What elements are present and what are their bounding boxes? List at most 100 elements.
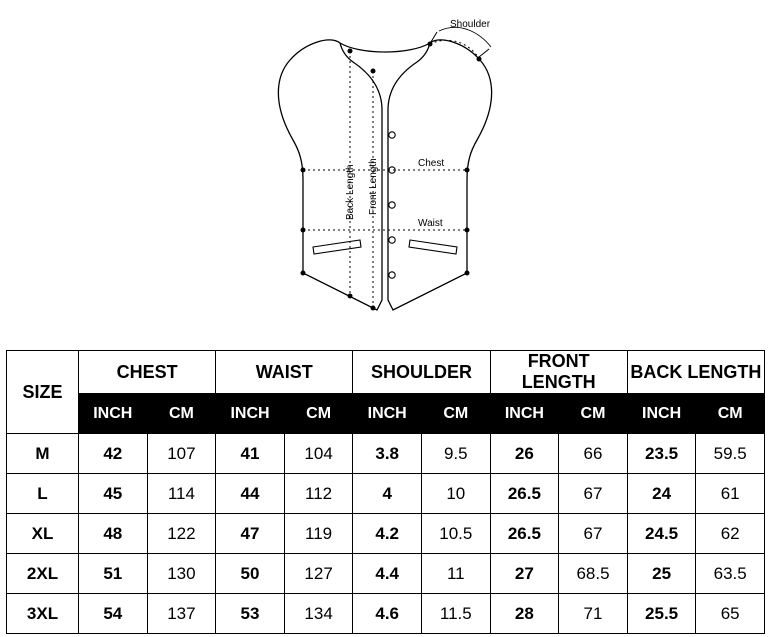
cell-cm: 11 (421, 554, 490, 594)
cell-inch: 26.5 (490, 474, 559, 514)
label-front-length: Front Length (368, 158, 379, 215)
shoulder-dot-a (428, 42, 433, 47)
cell-inch: 25.5 (627, 594, 696, 634)
cell-inch: 4.6 (353, 594, 422, 634)
cell-cm: 67 (559, 514, 628, 554)
cell-cm: 62 (696, 514, 765, 554)
label-shoulder: Shoulder (450, 19, 491, 30)
label-waist: Waist (418, 218, 443, 229)
th-back-length: BACK LENGTH (627, 351, 764, 394)
pocket-right (409, 240, 457, 254)
cell-cm: 66 (559, 434, 628, 474)
cell-inch: 44 (216, 474, 285, 514)
cell-inch: 23.5 (627, 434, 696, 474)
header-group-row: SIZE CHEST WAIST SHOULDER FRONT LENGTH B… (7, 351, 765, 394)
cell-inch: 4.4 (353, 554, 422, 594)
cell-cm: 67 (559, 474, 628, 514)
cell-inch: 42 (79, 434, 148, 474)
cell-inch: 45 (79, 474, 148, 514)
header-unit-row: INCH CM INCH CM INCH CM INCH CM INCH CM (7, 394, 765, 434)
button-5 (389, 272, 395, 278)
cell-inch: 4 (353, 474, 422, 514)
fl-dot-bot (371, 306, 376, 311)
cell-inch: 24 (627, 474, 696, 514)
table-row: M42107411043.89.5266623.559.5 (7, 434, 765, 474)
table-row: XL48122471194.210.526.56724.562 (7, 514, 765, 554)
shoulder-tick-b (479, 49, 489, 57)
button-3 (389, 202, 395, 208)
cell-inch: 54 (79, 594, 148, 634)
cell-inch: 3.8 (353, 434, 422, 474)
cell-inch: 26.5 (490, 514, 559, 554)
cell-inch: 47 (216, 514, 285, 554)
u-shoulder-cm: CM (421, 394, 490, 434)
size-table-wrap: SIZE CHEST WAIST SHOULDER FRONT LENGTH B… (6, 350, 764, 634)
label-chest: Chest (418, 158, 444, 169)
u-chest-cm: CM (147, 394, 216, 434)
cell-size: L (7, 474, 79, 514)
cell-cm: 107 (147, 434, 216, 474)
cell-inch: 27 (490, 554, 559, 594)
u-bl-in: INCH (627, 394, 696, 434)
bl-dot-bot (348, 294, 353, 299)
label-back-length: Back Length (345, 164, 356, 220)
button-4 (389, 237, 395, 243)
cell-size: 2XL (7, 554, 79, 594)
hem-dot-l (301, 271, 306, 276)
table-row: 3XL54137531344.611.5287125.565 (7, 594, 765, 634)
size-table: SIZE CHEST WAIST SHOULDER FRONT LENGTH B… (6, 350, 765, 634)
table-row: 2XL51130501274.4112768.52563.5 (7, 554, 765, 594)
cell-cm: 130 (147, 554, 216, 594)
vest-diagram: Shoulder Chest Waist Front Length Back L… (0, 0, 770, 350)
u-fl-cm: CM (559, 394, 628, 434)
u-waist-in: INCH (216, 394, 285, 434)
cell-cm: 65 (696, 594, 765, 634)
cell-cm: 10.5 (421, 514, 490, 554)
cell-inch: 51 (79, 554, 148, 594)
cell-cm: 63.5 (696, 554, 765, 594)
cell-inch: 24.5 (627, 514, 696, 554)
u-waist-cm: CM (284, 394, 353, 434)
th-front-length: FRONT LENGTH (490, 351, 627, 394)
cell-cm: 59.5 (696, 434, 765, 474)
cell-cm: 137 (147, 594, 216, 634)
size-table-body: M42107411043.89.5266623.559.5L4511444112… (7, 434, 765, 634)
cell-cm: 68.5 (559, 554, 628, 594)
cell-size: M (7, 434, 79, 474)
cell-inch: 25 (627, 554, 696, 594)
vest-left-outline (278, 40, 382, 310)
cell-inch: 4.2 (353, 514, 422, 554)
hem-dot-r (465, 271, 470, 276)
th-shoulder: SHOULDER (353, 351, 490, 394)
cell-cm: 11.5 (421, 594, 490, 634)
cell-cm: 122 (147, 514, 216, 554)
th-chest: CHEST (79, 351, 216, 394)
cell-cm: 71 (559, 594, 628, 634)
cell-inch: 50 (216, 554, 285, 594)
cell-size: XL (7, 514, 79, 554)
cell-inch: 41 (216, 434, 285, 474)
vest-right-outline (388, 40, 492, 310)
cell-cm: 127 (284, 554, 353, 594)
table-row: L451144411241026.5672461 (7, 474, 765, 514)
waist-dot-l (301, 228, 306, 233)
vest-svg: Shoulder Chest Waist Front Length Back L… (245, 15, 525, 335)
cell-inch: 48 (79, 514, 148, 554)
vest-back-neck (340, 43, 430, 52)
chest-dot-l (301, 168, 306, 173)
chest-dot-r (465, 168, 470, 173)
cell-cm: 61 (696, 474, 765, 514)
cell-cm: 9.5 (421, 434, 490, 474)
button-1 (389, 132, 395, 138)
cell-cm: 10 (421, 474, 490, 514)
cell-cm: 119 (284, 514, 353, 554)
waist-dot-r (465, 228, 470, 233)
cell-inch: 53 (216, 594, 285, 634)
cell-inch: 28 (490, 594, 559, 634)
shoulder-guide (439, 27, 491, 47)
cell-inch: 26 (490, 434, 559, 474)
u-shoulder-in: INCH (353, 394, 422, 434)
cell-size: 3XL (7, 594, 79, 634)
cell-cm: 114 (147, 474, 216, 514)
fl-dot-top (371, 69, 376, 74)
